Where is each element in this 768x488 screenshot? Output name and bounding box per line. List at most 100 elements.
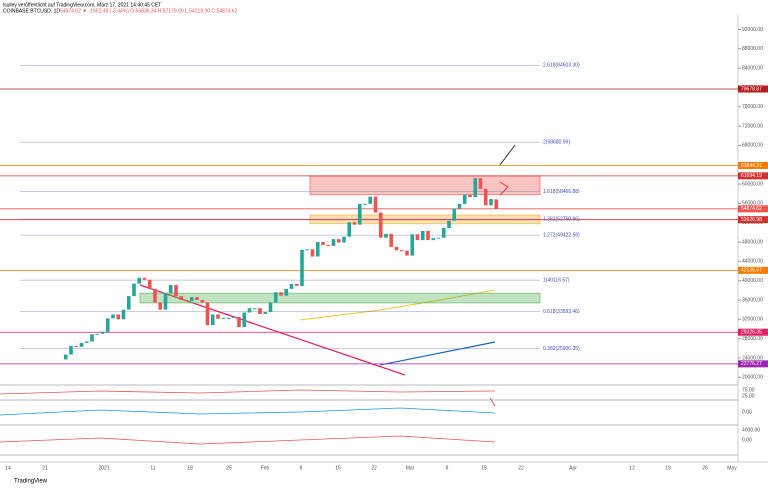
candle (357, 203, 362, 225)
candle (69, 345, 73, 355)
y-tick-label: 36000.00 (742, 297, 763, 303)
x-tick-label: 25 (226, 465, 232, 471)
level-label: 29326.35 (741, 330, 762, 336)
candle (147, 279, 152, 289)
fib-label: 1.618(58466.88) (543, 189, 580, 195)
publisher: lsulley veröffentlicht auf TradingView.c… (3, 2, 161, 8)
y-tick-label: 24000.00 (742, 355, 763, 361)
candle (321, 242, 325, 245)
level-label: 61694.19 (741, 173, 762, 179)
osc-line (0, 435, 496, 445)
y-tick-label: 60000.00 (742, 181, 763, 187)
candle (415, 234, 420, 241)
candle (189, 297, 194, 301)
y-tick-label: 84000.00 (742, 65, 763, 71)
candle (420, 230, 425, 241)
candle (90, 334, 94, 342)
candle (336, 239, 341, 243)
candle (389, 233, 394, 247)
candle (468, 194, 472, 198)
candle (342, 236, 346, 243)
candle (179, 296, 184, 300)
candle (294, 284, 299, 286)
trend-line (379, 341, 496, 366)
candle (132, 283, 136, 297)
candle (483, 188, 488, 206)
x-tick-label: 2021 (98, 465, 109, 471)
x-tick-label: Feb (261, 465, 270, 471)
candle (347, 222, 352, 237)
fib-label: 2(68680.99) (543, 139, 570, 145)
x-tick-label: Apr (569, 465, 577, 471)
candle (205, 302, 210, 326)
x-tick-label: 12 (629, 465, 635, 471)
candle (263, 312, 268, 314)
candle (326, 244, 331, 246)
macd-line (0, 407, 496, 416)
candle (284, 288, 289, 296)
y-tick-label: 76000.00 (742, 104, 763, 110)
level-tag (738, 360, 768, 368)
candle (494, 199, 499, 209)
level-tag (738, 85, 768, 93)
candle (74, 345, 79, 347)
candle (447, 220, 451, 229)
candle (399, 250, 404, 252)
candle (384, 233, 388, 238)
moving-average (299, 289, 496, 321)
candle (310, 249, 315, 257)
candle (315, 242, 320, 257)
candle (153, 288, 157, 303)
candle (158, 302, 163, 310)
fib-label: 2.618(84603.30) (543, 63, 580, 69)
y-tick-label: 88000.00 (742, 46, 763, 52)
quote: 54874.62 ▼ -1952.48 (-3.44%) O:56836.34 … (60, 8, 238, 14)
level-label: 63844.21 (741, 163, 762, 169)
y-tick-label: 28000.00 (742, 336, 763, 342)
candle (431, 238, 436, 241)
candle (489, 199, 493, 206)
fib-label: 1(40116.57) (543, 277, 570, 283)
candle (373, 196, 378, 213)
candle (168, 285, 173, 294)
candle (252, 308, 257, 310)
candle (452, 208, 457, 221)
symbol: COINBASE:BTCUSD, 1D (3, 8, 60, 14)
level-tag (738, 161, 768, 169)
candle (457, 203, 462, 209)
panel-tick-label: 25.00 (742, 393, 755, 399)
fib-label: 0.382(25906.35) (543, 346, 580, 352)
y-tick-label: 92000.00 (742, 27, 763, 33)
candle (436, 237, 441, 239)
candle (63, 354, 68, 360)
plot: 20000.00 24000.00 28000.00 32000.00 36000.00… (0, 27, 768, 471)
x-tick-label: 26 (702, 465, 708, 471)
candle (394, 246, 399, 251)
candle (258, 308, 262, 314)
x-tick-label: Mar (406, 465, 415, 471)
zone (139, 292, 541, 304)
y-tick-label: 56000.00 (742, 201, 763, 207)
candle (231, 316, 236, 318)
candle (462, 194, 467, 204)
fib-label: 0.618(33593.46) (543, 309, 580, 315)
candle (121, 309, 126, 320)
candle (300, 249, 304, 286)
candle (100, 331, 105, 334)
x-tick-label: 8 (446, 465, 449, 471)
candle (226, 317, 231, 319)
candle (268, 302, 273, 313)
rsi-stub (489, 397, 496, 407)
fib-label: 1.272(49422.58) (543, 232, 580, 238)
candle (363, 203, 367, 205)
x-tick-label: May (727, 465, 737, 471)
level-label: 54874.62 (741, 206, 762, 212)
candle (137, 277, 142, 284)
trend-line (139, 284, 406, 376)
candle (163, 293, 168, 310)
y-tick-label: 32000.00 (742, 317, 763, 323)
candle (105, 318, 110, 332)
candle (352, 222, 357, 225)
candle (378, 212, 383, 238)
